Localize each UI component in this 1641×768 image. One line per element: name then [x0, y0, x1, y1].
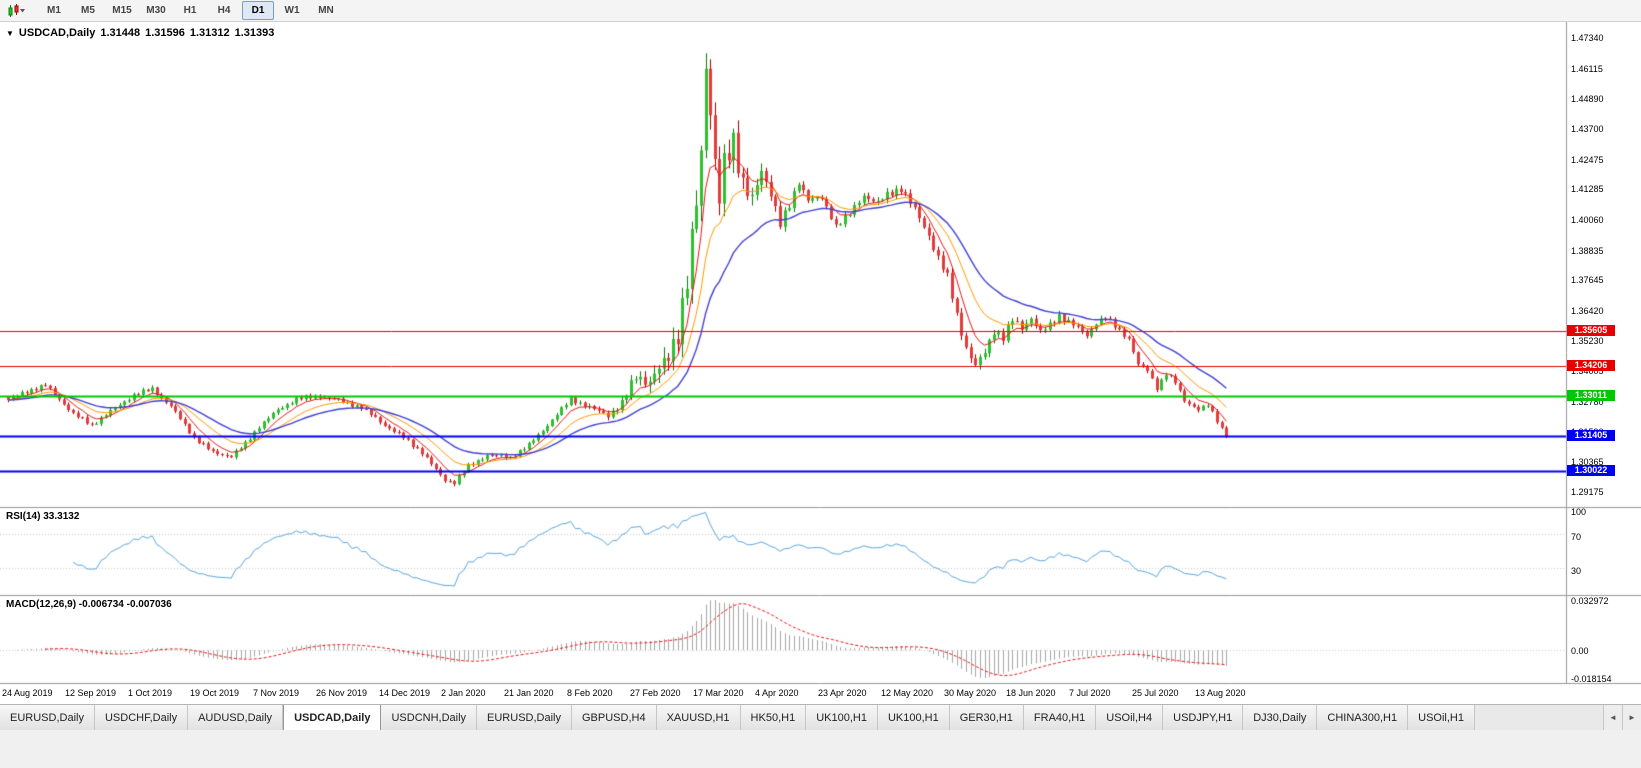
chart-tab-usdchf-daily[interactable]: USDCHF,Daily [94, 705, 189, 730]
date-axis-label: 14 Dec 2019 [379, 688, 431, 698]
chart-tab-usoil-h4[interactable]: USOil,H4 [1096, 705, 1164, 730]
chart-tab-hk50-h1[interactable]: HK50,H1 [740, 705, 807, 730]
chart-tab-eurusd-daily[interactable]: EURUSD,Daily [477, 705, 572, 730]
price-axis-label: 1.38835 [1571, 246, 1604, 256]
date-axis-label: 23 Apr 2020 [818, 688, 867, 698]
ohlc-high-value: 1.31596 [145, 27, 185, 39]
collapse-triangle-icon[interactable]: ▼ [6, 28, 14, 38]
timeframes-toolbar: M1 M5 M15 M30 H1 H4 D1 W1 MN [0, 0, 1641, 22]
timeframe-button-w1[interactable]: W1 [284, 5, 300, 16]
timeframe-button-h4[interactable]: H4 [217, 5, 231, 16]
chart-tab-dj30-daily[interactable]: DJ30,Daily [1243, 705, 1318, 730]
price-axis-label: 1.43700 [1571, 124, 1604, 134]
date-axis-label: 17 Mar 2020 [693, 688, 744, 698]
chart-tab-xauusd-h1[interactable]: XAUUSD,H1 [656, 705, 741, 730]
date-axis-label: 13 Aug 2020 [1195, 688, 1246, 698]
chart-tab-uk100-h1[interactable]: UK100,H1 [877, 705, 950, 730]
macd-indicator-label: MACD(12,26,9) -0.006734 -0.007036 [6, 599, 172, 610]
chart-tab-audusd-daily[interactable]: AUDUSD,Daily [188, 705, 284, 730]
date-axis-label: 4 Apr 2020 [755, 688, 799, 698]
macd-axis-label: 0.00 [1571, 646, 1589, 656]
timeframe-button-d1[interactable]: D1 [242, 1, 274, 20]
price-line-label: 1.31405 [1567, 430, 1615, 441]
timeframe-buttons: M1 M5 M15 M30 H1 H4 D1 W1 MN [38, 1, 342, 20]
price-axis-label: 1.46115 [1571, 64, 1603, 74]
price-axis-label: 1.37645 [1571, 275, 1604, 285]
price-axis-label: 1.40060 [1571, 215, 1604, 225]
rsi-axis-label: 100 [1571, 507, 1587, 517]
date-axis-label: 30 May 2020 [944, 688, 997, 698]
status-bar [0, 730, 1641, 768]
price-axis-label: 1.42475 [1571, 155, 1604, 165]
tabs-scroll-left-icon[interactable]: ◄ [1603, 705, 1622, 730]
price-line-label: 1.35605 [1567, 325, 1615, 336]
chart-window: ▼ USDCAD,Daily 1.31448 1.31596 1.31312 1… [0, 22, 1641, 704]
rsi-axis-label: 70 [1571, 532, 1582, 542]
price-axis-label: 1.47340 [1571, 33, 1604, 43]
chart-tab-usdjpy-h1[interactable]: USDJPY,H1 [1163, 705, 1244, 730]
chart-tab-bar: EURUSD,Daily USDCHF,Daily AUDUSD,Daily USDC… [0, 704, 1641, 730]
timeframe-button-mn[interactable]: MN [318, 5, 334, 16]
price-axis-label: 1.32780 [1571, 397, 1604, 407]
price-axis-label: 1.29175 [1571, 487, 1604, 497]
chart-symbol-period: USDCAD,Daily [18, 27, 96, 39]
ohlc-open-value: 1.31448 [100, 27, 141, 39]
timeframe-button-m1[interactable]: M1 [47, 5, 61, 16]
date-axis-label: 27 Feb 2020 [630, 688, 681, 698]
macd-axis-label: 0.032972 [1571, 596, 1609, 606]
date-axis-label: 8 Feb 2020 [567, 688, 613, 698]
date-axis-label: 24 Aug 2019 [2, 688, 53, 698]
chart-tab-fra40-h1[interactable]: FRA40,H1 [1023, 705, 1097, 730]
chart-tab-usdcad-daily[interactable]: USDCAD,Daily [283, 705, 382, 730]
chart-tab-usoil-h1[interactable]: USOil,H1 [1408, 705, 1475, 730]
rsi-indicator-label: RSI(14) 33.3132 [6, 511, 80, 522]
price-axis-label: 1.44890 [1571, 94, 1604, 104]
date-axis-label: 25 Jul 2020 [1132, 688, 1179, 698]
candlestick-chart-icon[interactable] [4, 2, 30, 20]
timeframe-button-h1[interactable]: H1 [183, 5, 197, 16]
timeframe-button-m15[interactable]: M15 [112, 5, 132, 16]
date-axis-label: 2 Jan 2020 [441, 688, 486, 698]
date-axis-label: 12 May 2020 [881, 688, 934, 698]
rsi-axis-label: 30 [1571, 566, 1582, 576]
chart-tab-usdcnh-daily[interactable]: USDCNH,Daily [381, 705, 478, 730]
date-axis-label: 1 Oct 2019 [128, 688, 173, 698]
price-axis-label: 1.35230 [1571, 336, 1604, 346]
ohlc-close-value: 1.31393 [234, 27, 275, 39]
timeframe-button-m5[interactable]: M5 [81, 5, 95, 16]
ohlc-low-value: 1.31312 [189, 27, 230, 39]
price-axis-label: 1.41285 [1571, 184, 1604, 194]
tabs-scroll-right-icon[interactable]: ► [1622, 705, 1641, 730]
price-line-label: 1.34206 [1567, 360, 1615, 371]
macd-axis-label: -0.018154 [1571, 674, 1612, 684]
price-axis-label: 1.36420 [1571, 306, 1604, 316]
price-axis-label: 1.30365 [1571, 457, 1604, 467]
date-axis-label: 7 Jul 2020 [1069, 688, 1111, 698]
date-axis-label: 18 Jun 2020 [1006, 688, 1056, 698]
chart-tab-uk100-h1[interactable]: UK100,H1 [806, 705, 878, 730]
date-axis-label: 12 Sep 2019 [65, 688, 117, 698]
chart-tabs: EURUSD,Daily USDCHF,Daily AUDUSD,Daily USDC… [0, 705, 1603, 730]
chart-tab-china300-h1[interactable]: CHINA300,H1 [1317, 705, 1409, 730]
date-axis-label: 19 Oct 2019 [190, 688, 240, 698]
chart-title: ▼ USDCAD,Daily 1.31448 1.31596 1.31312 1… [6, 27, 274, 39]
chart-tab-gbpusd-h4[interactable]: GBPUSD,H4 [572, 705, 657, 730]
tab-scroll-buttons: ◄ ► [1603, 705, 1641, 730]
chart-canvas[interactable] [0, 22, 1641, 704]
price-axis-label: 1.34005 [1571, 366, 1604, 376]
date-axis-label: 7 Nov 2019 [253, 688, 300, 698]
price-line-label: 1.30022 [1567, 465, 1615, 476]
price-line-label: 1.33011 [1567, 390, 1615, 401]
date-axis-label: 21 Jan 2020 [504, 688, 554, 698]
timeframe-button-m30[interactable]: M30 [146, 5, 166, 16]
chart-tab-ger30-h1[interactable]: GER30,H1 [949, 705, 1024, 730]
chart-tab-eurusd-daily[interactable]: EURUSD,Daily [0, 705, 95, 730]
date-axis-label: 26 Nov 2019 [316, 688, 368, 698]
